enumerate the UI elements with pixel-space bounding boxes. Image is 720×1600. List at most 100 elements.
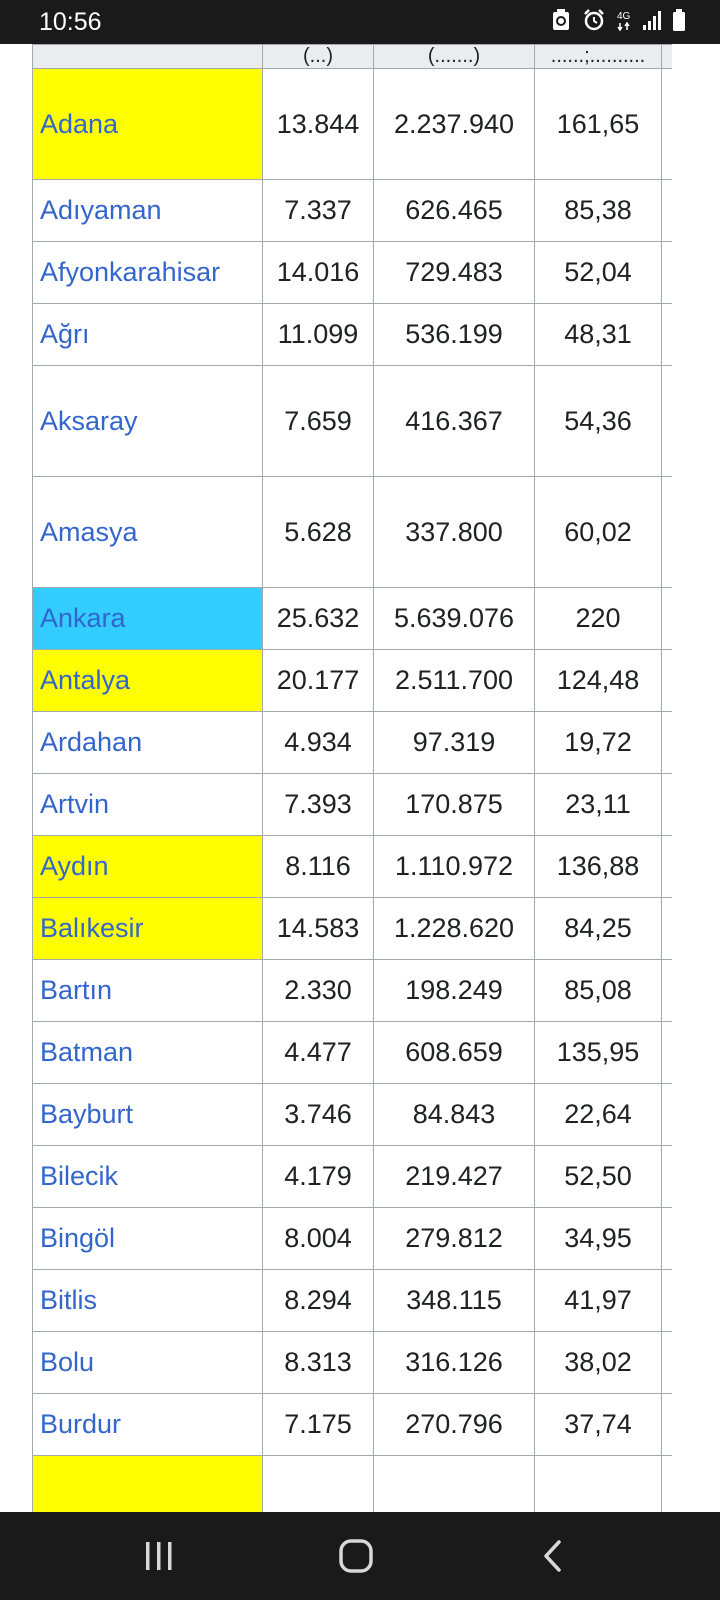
table-row: Aksaray 7.659 416.367 54,36 <box>32 365 672 477</box>
density-cell <box>534 1455 662 1512</box>
table-header-row: (...) (.......)......;.......... <box>32 44 672 69</box>
table-scroll-container[interactable]: (...) (.......)......;.......... Adana 13.8… <box>32 44 672 1512</box>
density-cell: 38,02 <box>534 1331 662 1394</box>
density-cell: 34,95 <box>534 1207 662 1270</box>
page-content[interactable]: (...) (.......)......;.......... Adana 13.8… <box>0 44 720 1512</box>
province-name-link[interactable]: Burdur <box>32 1393 263 1456</box>
overflow-cell <box>661 959 672 1022</box>
population-cell: 2.237.940 <box>373 68 535 180</box>
area-cell: 7.175 <box>262 1393 374 1456</box>
overflow-cell <box>661 835 672 898</box>
header-cell: (.......) <box>373 44 535 69</box>
table-row: Aydın 8.116 1.110.972 136,88 <box>32 835 672 898</box>
area-cell: 4.179 <box>262 1145 374 1208</box>
population-cell: 316.126 <box>373 1331 535 1394</box>
overflow-cell <box>661 649 672 712</box>
area-cell: 8.313 <box>262 1331 374 1394</box>
area-cell <box>262 1455 374 1512</box>
battery-icon <box>672 8 686 37</box>
overflow-cell <box>661 241 672 304</box>
table-row: Ardahan 4.934 97.319 19,72 <box>32 711 672 774</box>
population-cell: 608.659 <box>373 1021 535 1084</box>
density-cell: 52,50 <box>534 1145 662 1208</box>
area-cell: 3.746 <box>262 1083 374 1146</box>
status-time: 10:56 <box>39 8 102 36</box>
header-cell: (...) <box>262 44 374 69</box>
province-name-link[interactable]: Amasya <box>32 476 263 588</box>
table-row: Bingöl 8.004 279.812 34,95 <box>32 1207 672 1270</box>
province-name-link[interactable]: Ardahan <box>32 711 263 774</box>
density-cell: 85,08 <box>534 959 662 1022</box>
population-cell: 279.812 <box>373 1207 535 1270</box>
area-cell: 7.393 <box>262 773 374 836</box>
density-cell: 60,02 <box>534 476 662 588</box>
overflow-cell <box>661 1021 672 1084</box>
table-row: Bayburt 3.746 84.843 22,64 <box>32 1083 672 1146</box>
overflow-cell <box>661 476 672 588</box>
province-name-link[interactable]: Aydın <box>32 835 263 898</box>
province-name-link[interactable]: Bingöl <box>32 1207 263 1270</box>
population-cell: 416.367 <box>373 365 535 477</box>
population-cell: 198.249 <box>373 959 535 1022</box>
overflow-cell <box>661 179 672 242</box>
province-name-link[interactable]: Artvin <box>32 773 263 836</box>
province-name-link[interactable]: Adıyaman <box>32 179 263 242</box>
density-cell: 22,64 <box>534 1083 662 1146</box>
province-name-link[interactable]: Batman <box>32 1021 263 1084</box>
province-name-link[interactable]: Bayburt <box>32 1083 263 1146</box>
header-cell: ......;.......... <box>534 44 662 69</box>
table-row: Amasya 5.628 337.800 60,02 <box>32 476 672 588</box>
table-row: Adana 13.844 2.237.940 161,65 <box>32 68 672 180</box>
province-name-link[interactable]: Adana <box>32 68 263 180</box>
network-4g-icon: 4G <box>616 8 632 37</box>
population-cell: 337.800 <box>373 476 535 588</box>
back-icon <box>544 1540 561 1572</box>
overflow-cell <box>661 68 672 180</box>
overflow-cell <box>661 897 672 960</box>
province-name-link[interactable]: Balıkesir <box>32 897 263 960</box>
table-row: Artvin 7.393 170.875 23,11 <box>32 773 672 836</box>
table-row: Ankara 25.632 5.639.076 220 <box>32 587 672 650</box>
province-name-link[interactable]: Ağrı <box>32 303 263 366</box>
recent-apps-button[interactable] <box>137 1534 181 1578</box>
population-cell: 170.875 <box>373 773 535 836</box>
population-cell: 536.199 <box>373 303 535 366</box>
population-cell: 5.639.076 <box>373 587 535 650</box>
overflow-cell <box>661 711 672 774</box>
density-cell: 161,65 <box>534 68 662 180</box>
table-row: Balıkesir 14.583 1.228.620 84,25 <box>32 897 672 960</box>
population-cell: 270.796 <box>373 1393 535 1456</box>
table-row: Afyonkarahisar 14.016 729.483 52,04 <box>32 241 672 304</box>
province-name-link[interactable]: Bartın <box>32 959 263 1022</box>
area-cell: 14.583 <box>262 897 374 960</box>
density-cell: 37,74 <box>534 1393 662 1456</box>
area-cell: 7.659 <box>262 365 374 477</box>
home-button[interactable] <box>334 1534 378 1578</box>
overflow-cell <box>661 1145 672 1208</box>
population-cell: 1.228.620 <box>373 897 535 960</box>
density-cell: 136,88 <box>534 835 662 898</box>
overflow-cell <box>661 1455 672 1512</box>
population-cell: 729.483 <box>373 241 535 304</box>
province-name-link[interactable]: Antalya <box>32 649 263 712</box>
province-name-link[interactable]: Afyonkarahisar <box>32 241 263 304</box>
province-name-link[interactable]: Aksaray <box>32 365 263 477</box>
province-name-link[interactable]: Bilecik <box>32 1145 263 1208</box>
area-cell: 20.177 <box>262 649 374 712</box>
overflow-cell <box>661 1083 672 1146</box>
population-cell: 348.115 <box>373 1269 535 1332</box>
overflow-cell <box>661 587 672 650</box>
area-cell: 2.330 <box>262 959 374 1022</box>
population-cell <box>373 1455 535 1512</box>
area-cell: 13.844 <box>262 68 374 180</box>
provinces-table: (...) (.......)......;.......... Adana 13.8… <box>32 44 672 1512</box>
density-cell: 220 <box>534 587 662 650</box>
home-icon <box>339 1539 373 1573</box>
province-name-link[interactable]: Bitlis <box>32 1269 263 1332</box>
table-row: Adıyaman 7.337 626.465 85,38 <box>32 179 672 242</box>
back-button[interactable] <box>531 1534 575 1578</box>
navigation-bar <box>0 1512 720 1600</box>
area-cell: 8.294 <box>262 1269 374 1332</box>
province-name-link[interactable]: Ankara <box>32 587 263 650</box>
province-name-link[interactable]: Bolu <box>32 1331 263 1394</box>
